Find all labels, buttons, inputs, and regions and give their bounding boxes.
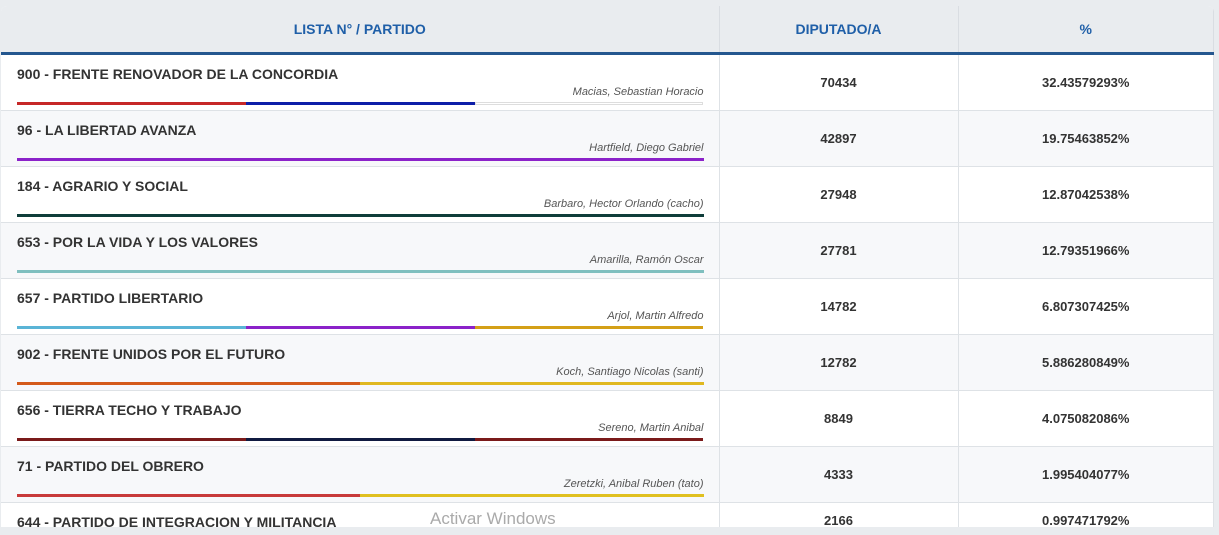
table-row: 900 - FRENTE RENOVADOR DE LA CONCORDIA Ma… bbox=[1, 53, 1214, 111]
percent-cell: 12.87042538% bbox=[958, 166, 1214, 223]
party-cell: 657 - PARTIDO LIBERTARIO Arjol, Martin Al… bbox=[1, 278, 720, 335]
party-cell: 644 - PARTIDO DE INTEGRACION Y MILITANCI… bbox=[1, 502, 720, 527]
column-header-party[interactable]: LISTA N° / PARTIDO bbox=[1, 6, 720, 55]
party-name: 644 - PARTIDO DE INTEGRACION Y MILITANCI… bbox=[17, 514, 337, 527]
candidate-name: Koch, Santiago Nicolas (santi) bbox=[556, 366, 704, 378]
candidate-name: Barbaro, Hector Orlando (cacho) bbox=[543, 198, 704, 210]
party-cell: 71 - PARTIDO DEL OBRERO Zeretzki, Anibal … bbox=[1, 446, 720, 503]
party-color-bar bbox=[17, 270, 704, 273]
table-row: 644 - PARTIDO DE INTEGRACION Y MILITANCI… bbox=[1, 502, 1214, 527]
results-table: LISTA N° / PARTIDO DIPUTADO/A % 900 - FR… bbox=[1, 6, 1214, 527]
percent-cell: 32.43579293% bbox=[958, 53, 1214, 111]
party-name: 900 - FRENTE RENOVADOR DE LA CONCORDIA bbox=[17, 66, 339, 82]
color-segment bbox=[17, 438, 246, 441]
votes-cell: 2166 bbox=[719, 502, 959, 527]
party-cell: 656 - TIERRA TECHO Y TRABAJO Sereno, Mart… bbox=[1, 390, 720, 447]
table-row: 657 - PARTIDO LIBERTARIO Arjol, Martin Al… bbox=[1, 278, 1214, 335]
table-row: 653 - POR LA VIDA Y LOS VALORES Amarilla,… bbox=[1, 222, 1214, 279]
color-segment bbox=[360, 382, 704, 385]
percent-cell: 19.75463852% bbox=[958, 110, 1214, 167]
color-segment bbox=[474, 438, 704, 441]
percent-cell: 6.807307425% bbox=[958, 278, 1214, 335]
votes-cell: 27781 bbox=[719, 222, 959, 279]
table-row: 96 - LA LIBERTAD AVANZA Hartfield, Diego … bbox=[1, 110, 1214, 167]
color-segment bbox=[245, 438, 475, 441]
color-segment bbox=[474, 326, 704, 329]
votes-cell: 8849 bbox=[719, 390, 959, 447]
party-color-bar bbox=[17, 102, 704, 105]
color-segment bbox=[17, 382, 361, 385]
color-segment bbox=[17, 326, 246, 329]
results-table-container: LISTA N° / PARTIDO DIPUTADO/A % 900 - FR… bbox=[1, 6, 1214, 527]
candidate-name: Arjol, Martin Alfredo bbox=[607, 310, 704, 322]
party-name: 184 - AGRARIO Y SOCIAL bbox=[17, 178, 188, 194]
votes-cell: 14782 bbox=[719, 278, 959, 335]
party-name: 656 - TIERRA TECHO Y TRABAJO bbox=[17, 402, 242, 418]
windows-activation-watermark: Activar Windows bbox=[430, 509, 556, 528]
color-segment bbox=[360, 494, 704, 497]
votes-cell: 12782 bbox=[719, 334, 959, 391]
party-cell: 902 - FRENTE UNIDOS POR EL FUTURO Koch, S… bbox=[1, 334, 720, 391]
color-segment bbox=[17, 494, 361, 497]
column-header-votes[interactable]: DIPUTADO/A bbox=[719, 6, 959, 55]
color-segment bbox=[17, 102, 246, 105]
party-name: 71 - PARTIDO DEL OBRERO bbox=[17, 458, 204, 474]
party-cell: 900 - FRENTE RENOVADOR DE LA CONCORDIA Ma… bbox=[1, 53, 720, 111]
color-segment bbox=[245, 326, 475, 329]
color-segment bbox=[17, 270, 704, 273]
color-segment bbox=[474, 102, 704, 105]
percent-cell: 12.79351966% bbox=[958, 222, 1214, 279]
party-cell: 184 - AGRARIO Y SOCIAL Barbaro, Hector Or… bbox=[1, 166, 720, 223]
party-color-bar bbox=[17, 494, 704, 497]
table-row: 902 - FRENTE UNIDOS POR EL FUTURO Koch, S… bbox=[1, 334, 1214, 391]
table-row: 656 - TIERRA TECHO Y TRABAJO Sereno, Mart… bbox=[1, 390, 1214, 447]
percent-cell: 0.997471792% bbox=[958, 502, 1214, 527]
party-name: 653 - POR LA VIDA Y LOS VALORES bbox=[17, 234, 258, 250]
party-name: 657 - PARTIDO LIBERTARIO bbox=[17, 290, 204, 306]
percent-cell: 5.886280849% bbox=[958, 334, 1214, 391]
party-color-bar bbox=[17, 214, 704, 217]
party-cell: 653 - POR LA VIDA Y LOS VALORES Amarilla,… bbox=[1, 222, 720, 279]
table-row: 184 - AGRARIO Y SOCIAL Barbaro, Hector Or… bbox=[1, 166, 1214, 223]
party-color-bar bbox=[17, 382, 704, 385]
table-row: 71 - PARTIDO DEL OBRERO Zeretzki, Anibal … bbox=[1, 446, 1214, 503]
votes-cell: 4333 bbox=[719, 446, 959, 503]
votes-cell: 70434 bbox=[719, 53, 959, 111]
percent-cell: 1.995404077% bbox=[958, 446, 1214, 503]
candidate-name: Amarilla, Ramón Oscar bbox=[589, 254, 704, 266]
votes-cell: 42897 bbox=[719, 110, 959, 167]
percent-cell: 4.075082086% bbox=[958, 390, 1214, 447]
party-name: 96 - LA LIBERTAD AVANZA bbox=[17, 122, 197, 138]
color-segment bbox=[17, 214, 704, 217]
color-segment bbox=[245, 102, 475, 105]
column-header-percent: % bbox=[958, 6, 1214, 55]
votes-cell: 27948 bbox=[719, 166, 959, 223]
party-color-bar bbox=[17, 158, 704, 161]
party-color-bar bbox=[17, 326, 704, 329]
party-color-bar bbox=[17, 438, 704, 441]
candidate-name: Zeretzki, Anibal Ruben (tato) bbox=[563, 478, 704, 490]
candidate-name: Sereno, Martin Anibal bbox=[598, 422, 704, 434]
candidate-name: Macias, Sebastian Horacio bbox=[572, 86, 704, 98]
party-name: 902 - FRENTE UNIDOS POR EL FUTURO bbox=[17, 346, 286, 362]
party-cell: 96 - LA LIBERTAD AVANZA Hartfield, Diego … bbox=[1, 110, 720, 167]
color-segment bbox=[17, 158, 704, 161]
candidate-name: Hartfield, Diego Gabriel bbox=[589, 142, 704, 154]
